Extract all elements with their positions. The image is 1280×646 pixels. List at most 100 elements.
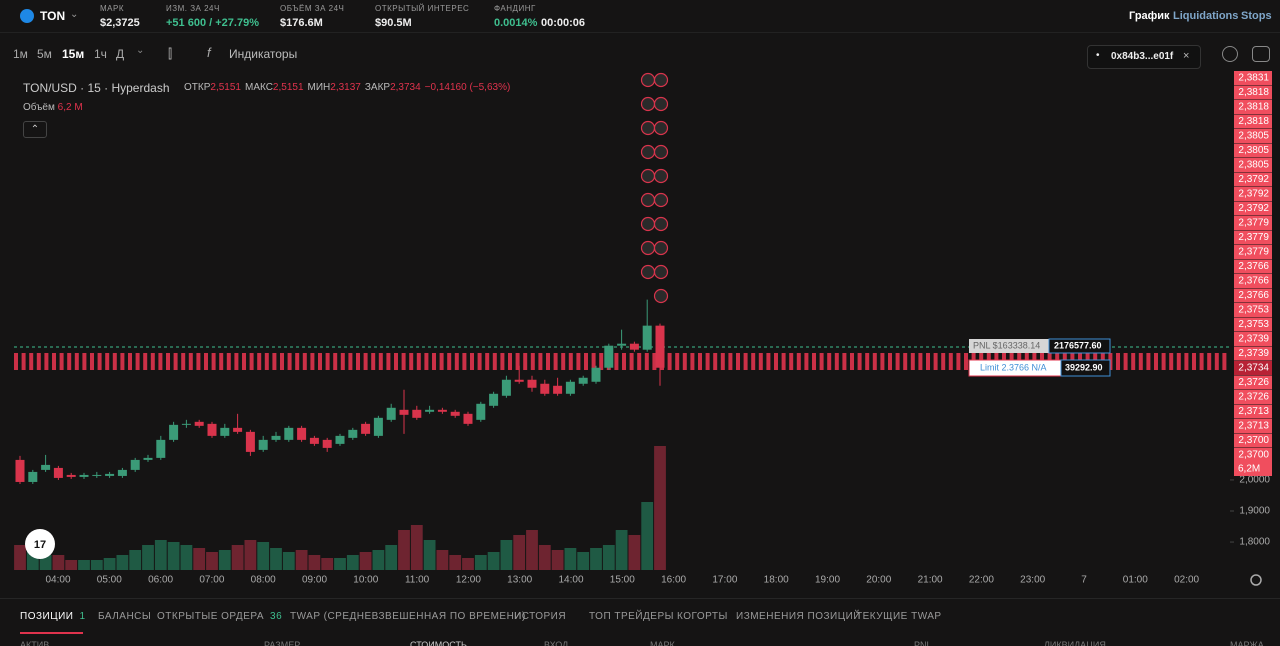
volume-bar (244, 540, 257, 570)
candle-body (425, 409, 435, 412)
volume-bar (295, 550, 308, 570)
liquidation-stripe (74, 353, 79, 370)
candle-body (105, 473, 115, 476)
column-header[interactable]: АКТИВ (20, 640, 50, 646)
column-header[interactable]: МАРЖА (1230, 640, 1264, 646)
liquidation-stripe (21, 353, 26, 370)
candle-body (540, 383, 550, 394)
tab-label[interactable]: БАЛАНСЫ (98, 611, 152, 622)
interval[interactable]: 5м (37, 47, 52, 61)
liquidation-stripe (1123, 353, 1128, 370)
liquidation-stripe (903, 353, 908, 370)
settings-gear (1250, 574, 1262, 586)
nav-item[interactable]: График (1129, 10, 1170, 22)
liquidation-stripe (1131, 353, 1136, 370)
candle-body (348, 429, 358, 438)
volume-bar (154, 540, 167, 570)
nav-item[interactable]: Liquidations (1173, 10, 1239, 22)
interval[interactable]: 1м (13, 47, 28, 61)
tab[interactable]: ПОЗИЦИИ 1 (20, 611, 86, 622)
tab-label[interactable]: ОТКРЫТЫЕ ОРДЕРА (157, 611, 265, 622)
wallet[interactable]: 0x84b3...e01f (1111, 51, 1174, 62)
tab[interactable]: КОГОРТЫ (677, 611, 728, 622)
tab[interactable]: ОТКРЫТЫЕ ОРДЕРА 36 (157, 611, 282, 622)
candle-body (143, 457, 153, 460)
liquidation-stripe (447, 353, 452, 370)
tab-label[interactable]: ПОЗИЦИИ (20, 611, 74, 622)
candle-body (181, 423, 191, 425)
dropdown-caret[interactable]: ⌄ (70, 9, 79, 20)
book-label-bg (1234, 274, 1272, 288)
ohlc-label: ЗАКР (364, 82, 391, 93)
liquidation-stripe (956, 353, 961, 370)
interval[interactable]: Д (116, 47, 125, 61)
tab[interactable]: TWAP (СРЕДНЕВЗВЕШЕННАЯ ПО ВРЕМЕНИ) (290, 611, 526, 622)
book-label: 2,3766 (1238, 276, 1269, 287)
interval[interactable]: 15м (62, 47, 85, 61)
liquidation-marker (640, 216, 656, 232)
volume-bar (654, 446, 666, 570)
tab[interactable]: ИЗМЕНЕНИЯ ПОЗИЦИЙ (736, 611, 861, 622)
tab[interactable]: ТОП ТРЕЙДЕРЫ (589, 611, 674, 622)
collapse-button[interactable]: ⌃ (23, 121, 47, 138)
candle-body (169, 424, 179, 440)
book-label-bg (1234, 419, 1272, 433)
stat-value: +51 600 / +27.79% (166, 17, 259, 29)
column-header[interactable]: PNL (914, 640, 932, 646)
column-header[interactable]: МАРК (650, 640, 675, 646)
nav-item[interactable]: Stops (1241, 10, 1272, 22)
tab-label[interactable]: ИЗМЕНЕНИЯ ПОЗИЦИЙ (736, 611, 861, 622)
camera-icon[interactable] (1252, 46, 1270, 62)
fx-icon[interactable]: f (207, 45, 211, 60)
volume-bar (193, 548, 206, 570)
tab-label[interactable]: КОГОРТЫ (677, 611, 728, 622)
candle-body (450, 411, 460, 416)
book-label: 2,3805 (1238, 145, 1269, 156)
interval[interactable]: 1ч (94, 47, 107, 61)
y-tick-label: 2,0000 (1239, 475, 1270, 486)
stat-label: ОБЪЁМ ЗА 24Ч (280, 4, 345, 13)
column-header[interactable]: ВХОД (544, 640, 569, 646)
column-header[interactable]: ЛИКВИДАЦИЯ (1044, 640, 1106, 646)
candle-body (399, 409, 409, 415)
liquidation-stripe (736, 353, 740, 370)
book-label: 2,3753 (1238, 305, 1269, 316)
liquidation-stripe (933, 353, 938, 370)
liquidation-stripe (280, 353, 284, 370)
book-label-bg (1234, 114, 1272, 129)
tab-label[interactable]: TWAP (СРЕДНЕВЗВЕШЕННАЯ ПО ВРЕМЕНИ) (290, 611, 526, 622)
tab-label[interactable]: ТОП ТРЕЙДЕРЫ (589, 611, 675, 622)
tab[interactable]: ИСТОРИЯ (514, 611, 566, 622)
liquidation-stripe (850, 353, 854, 370)
liquidation-stripe (1154, 353, 1158, 370)
close-wallet[interactable]: × (1183, 50, 1190, 62)
liquidation-stripe (872, 353, 877, 370)
interval-caret[interactable]: ⌄ (136, 45, 145, 56)
candle-body (207, 423, 217, 436)
limit-size: 39292.90 (1065, 362, 1103, 372)
liquidation-stripe (652, 353, 657, 370)
column-header[interactable]: СТОИМОСТЬ (410, 640, 467, 646)
liquidation-marker (640, 72, 656, 88)
tab-label[interactable]: ТЕКУЩИЕ TWAP (856, 611, 942, 622)
volume-bar (526, 530, 538, 570)
pnl: PNL $163338.14 (973, 340, 1040, 350)
volume-bar (513, 535, 526, 570)
tab[interactable]: БАЛАНСЫ (98, 611, 151, 622)
volume-value: 6,2 M (57, 102, 83, 113)
book-label-bg (1234, 361, 1272, 375)
liquidation-stripe (143, 353, 148, 370)
column-header[interactable]: РАЗМЕР (264, 640, 301, 646)
tab-label[interactable]: ИСТОРИЯ (514, 611, 567, 622)
volume-bar (500, 540, 513, 570)
indicators[interactable]: Индикаторы (229, 47, 298, 61)
settings-icon[interactable] (1222, 46, 1238, 62)
tab[interactable]: ТЕКУЩИЕ TWAP (856, 611, 942, 622)
candle-body (130, 459, 140, 470)
wallet-box[interactable] (1087, 45, 1201, 69)
candle-type-icon[interactable]: ⫿ (168, 46, 173, 61)
book-label-bg (1234, 259, 1272, 274)
symbol[interactable]: TON (40, 9, 66, 23)
x-tick-label: 20:00 (866, 575, 891, 586)
stat-label: ФАНДИНГ (494, 4, 536, 13)
